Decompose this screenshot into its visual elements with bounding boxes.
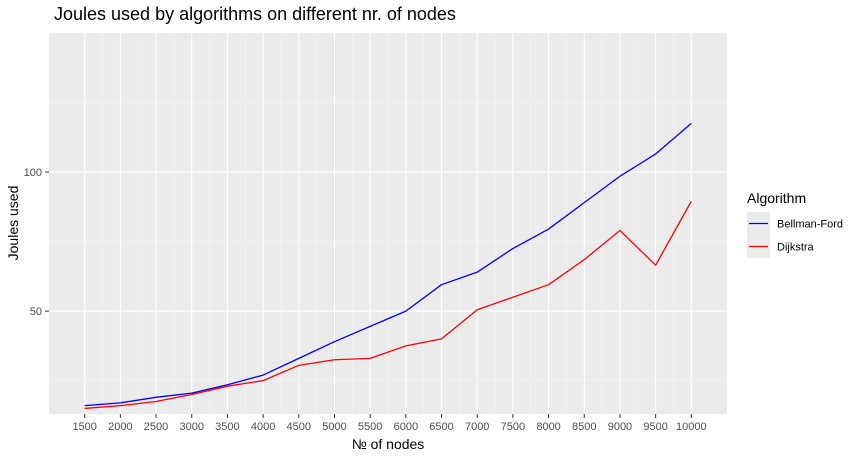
- y-axis-title: Joules used: [5, 186, 21, 261]
- major-gridlines: [49, 33, 727, 414]
- legend-label-bellman-ford: Bellman-Ford: [777, 219, 843, 231]
- x-axis-title: № of nodes: [352, 436, 425, 452]
- minor-gridlines: [49, 33, 727, 414]
- x-tick-label: 9000: [608, 421, 632, 433]
- x-tick-label: 1500: [72, 421, 96, 433]
- x-tick-label: 8500: [572, 421, 596, 433]
- x-tick-label: 7000: [465, 421, 489, 433]
- legend-label-dijkstra: Dijkstra: [777, 242, 815, 254]
- series-line-dijkstra: [84, 200, 692, 410]
- x-tick-label: 3000: [179, 421, 203, 433]
- y-axis-ticks: 50 100: [24, 167, 49, 318]
- legend-items: Bellman-Ford Dijkstra: [747, 212, 843, 258]
- x-tick-label: 2500: [144, 421, 168, 433]
- series-line-bellman-ford: [84, 122, 692, 407]
- x-tick-label: 3500: [215, 421, 239, 433]
- x-tick-label: 9500: [643, 421, 667, 433]
- x-tick-label: 6500: [429, 421, 453, 433]
- x-tick-label: 6000: [394, 421, 418, 433]
- x-tick-label: 5500: [358, 421, 382, 433]
- x-tick-label: 10000: [676, 421, 707, 433]
- x-tick-label: 4500: [287, 421, 311, 433]
- x-axis-ticks: 1500 2000 2500 3000 3500 4000 4500 5000 5500 6000…: [72, 414, 707, 433]
- x-tick-label: 5000: [322, 421, 346, 433]
- x-tick-label: 2000: [108, 421, 132, 433]
- y-tick-label: 100: [24, 167, 42, 179]
- y-tick-label: 50: [30, 306, 42, 318]
- x-tick-label: 8000: [536, 421, 560, 433]
- x-tick-label: 4000: [251, 421, 275, 433]
- chart-title: Joules used by algorithms on different n…: [54, 4, 456, 24]
- x-tick-label: 7500: [501, 421, 525, 433]
- series-layer: [84, 122, 692, 410]
- legend: Algorithm Bellman-Ford Dijkstra: [747, 190, 843, 258]
- legend-title: Algorithm: [747, 190, 806, 206]
